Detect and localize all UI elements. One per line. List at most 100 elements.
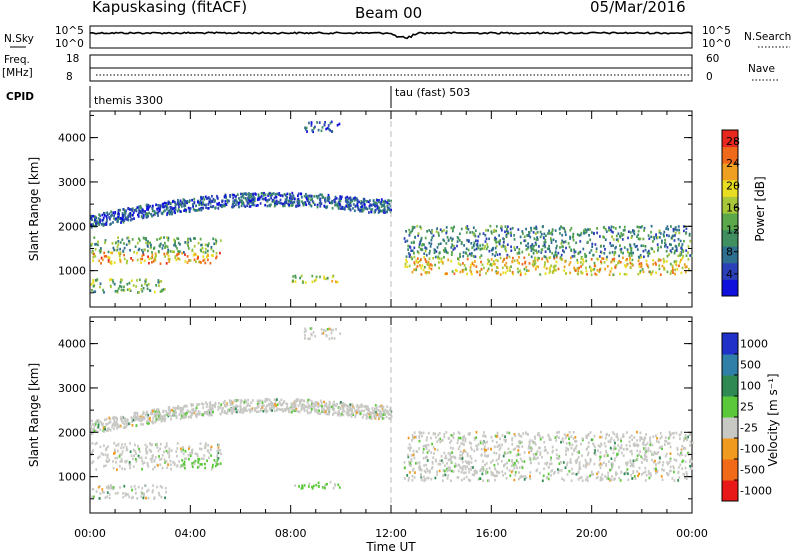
echo-cell xyxy=(690,254,693,257)
echo-cell xyxy=(145,496,147,500)
echo-cell xyxy=(94,442,97,446)
echo-cell xyxy=(201,402,203,405)
colorbar-swatch xyxy=(722,262,738,280)
echo-cell xyxy=(469,266,472,269)
echo-cell xyxy=(655,271,657,275)
echo-cell xyxy=(410,241,413,244)
echo-cell xyxy=(549,458,552,462)
echo-cell xyxy=(326,327,329,331)
echo-cell xyxy=(622,229,625,232)
echo-cell xyxy=(325,206,327,209)
echo-cell xyxy=(352,207,354,210)
echo-cell xyxy=(195,415,198,419)
echo-cell xyxy=(534,241,537,245)
echo-cell xyxy=(529,471,532,474)
echo-cell xyxy=(626,431,628,434)
echo-cell xyxy=(633,232,636,236)
echo-cell xyxy=(323,400,325,404)
echo-cell xyxy=(525,476,528,480)
echo-cell xyxy=(92,252,95,256)
echo-cell xyxy=(556,431,558,434)
echo-cell xyxy=(443,451,446,455)
echo-cell xyxy=(201,247,204,250)
echo-cell xyxy=(345,205,348,208)
echo-cell xyxy=(128,281,131,285)
echo-cell xyxy=(243,204,246,207)
echo-cell xyxy=(647,469,650,473)
echo-cell xyxy=(122,288,125,292)
echo-cell xyxy=(93,290,96,294)
echo-cell xyxy=(625,448,628,451)
echo-cell xyxy=(291,201,294,204)
echo-cell xyxy=(530,255,533,259)
echo-cell xyxy=(335,197,338,200)
echo-cell xyxy=(96,441,98,445)
echo-cell xyxy=(680,258,682,262)
echo-cell xyxy=(174,208,177,211)
echo-cell xyxy=(644,470,647,474)
echo-cell xyxy=(687,435,689,439)
echo-cell xyxy=(487,454,490,457)
echo-cell xyxy=(279,408,282,412)
echo-cell xyxy=(443,229,445,232)
cpid-strip: CPID themis 3300 tau (fast) 503 xyxy=(6,86,470,108)
echo-cell xyxy=(136,258,139,262)
echo-cell xyxy=(128,461,131,464)
echo-cell xyxy=(544,240,547,244)
echo-cell xyxy=(276,403,279,406)
echo-cell xyxy=(164,255,166,258)
echo-cell xyxy=(164,417,167,420)
echo-cell xyxy=(457,447,460,451)
echo-cell xyxy=(363,409,365,413)
echo-cell xyxy=(141,248,143,252)
echo-cell xyxy=(231,412,233,415)
echo-cell xyxy=(361,210,364,213)
echo-cell xyxy=(554,470,556,474)
echo-cell xyxy=(591,231,593,234)
echo-cell xyxy=(590,267,592,270)
echo-cell xyxy=(299,400,301,404)
echo-cell xyxy=(609,440,612,444)
echo-cell xyxy=(665,260,668,263)
echo-cell xyxy=(136,251,138,255)
echo-cell xyxy=(658,264,661,267)
echo-cell xyxy=(548,229,550,233)
echo-cell xyxy=(103,212,106,215)
echo-cell xyxy=(156,485,158,489)
echo-cell xyxy=(134,487,137,491)
echo-cell xyxy=(121,467,124,470)
echo-cell xyxy=(636,449,639,453)
echo-cell xyxy=(210,467,213,471)
echo-cell xyxy=(146,208,148,211)
echo-cell xyxy=(126,236,129,240)
echo-cell xyxy=(629,261,632,265)
echo-cell xyxy=(113,418,115,422)
echo-cell xyxy=(387,411,389,414)
echo-cell xyxy=(224,194,227,197)
echo-cell xyxy=(333,200,336,204)
echo-cell xyxy=(214,199,216,202)
echo-cell xyxy=(445,454,447,458)
echo-cell xyxy=(119,259,122,262)
echo-cell xyxy=(113,217,115,220)
echo-cell xyxy=(570,256,572,260)
echo-cell xyxy=(438,261,440,264)
echo-cell xyxy=(207,196,210,199)
echo-cell xyxy=(616,238,619,241)
echo-cell xyxy=(604,475,606,478)
echo-cell xyxy=(499,239,501,242)
echo-cell xyxy=(508,266,511,270)
echo-cell xyxy=(123,253,125,257)
echo-cell xyxy=(421,434,423,438)
echo-cell xyxy=(644,448,646,451)
echo-cell xyxy=(304,334,306,337)
echo-cell xyxy=(351,411,354,415)
echo-cell xyxy=(174,255,177,258)
echo-cell xyxy=(418,435,421,438)
echo-cell xyxy=(191,465,194,469)
echo-cell xyxy=(550,470,553,473)
echo-cell xyxy=(110,260,113,263)
echo-cell xyxy=(294,399,297,403)
echo-cell xyxy=(338,122,341,126)
echo-cell xyxy=(148,420,150,423)
